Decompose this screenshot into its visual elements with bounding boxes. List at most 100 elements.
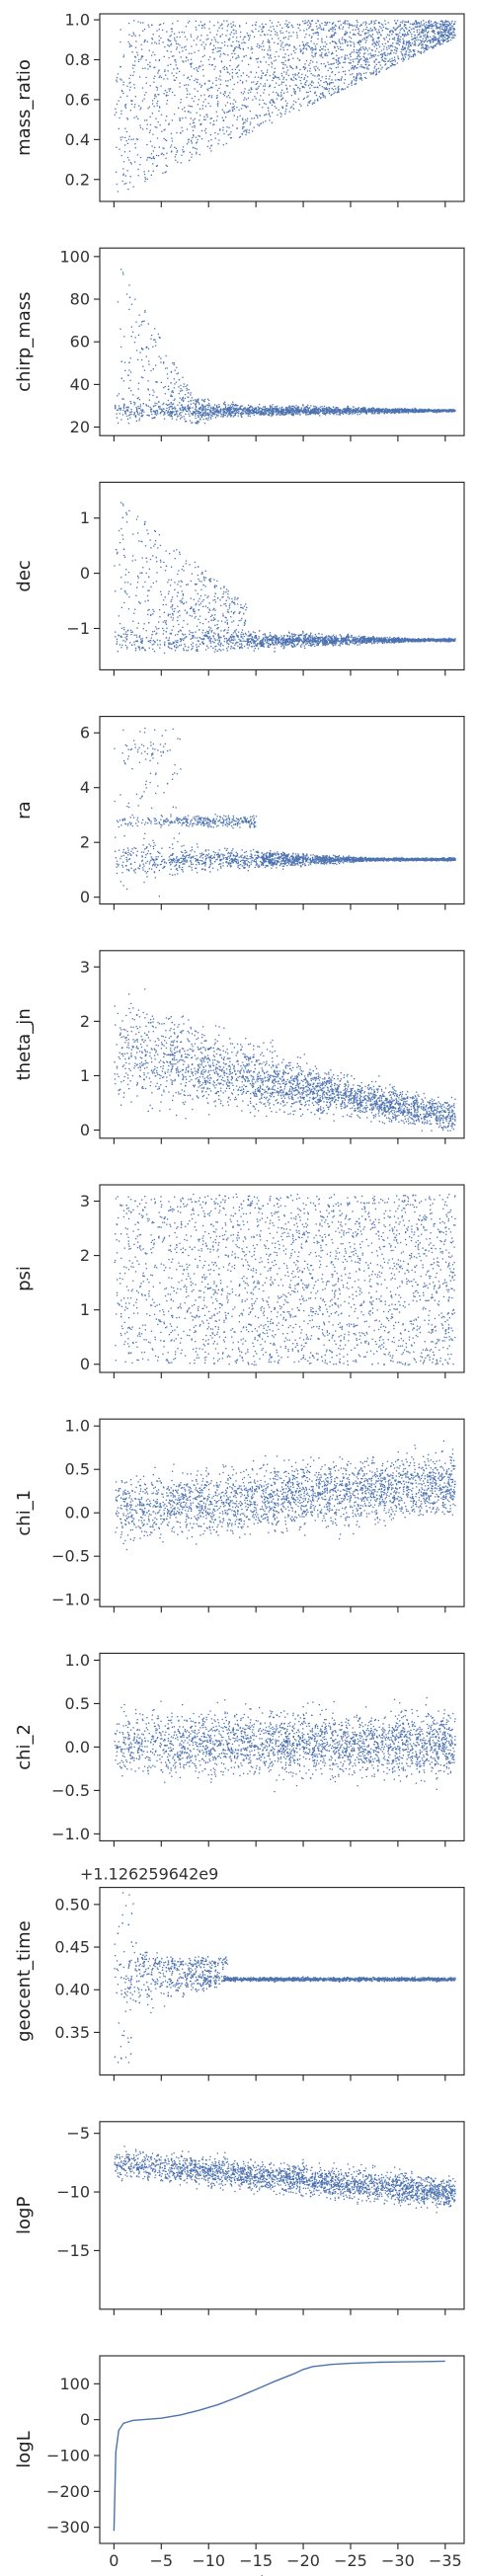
x-tick-label: −25 bbox=[334, 2551, 367, 2570]
panel-ra: 0 2 4 6 ra bbox=[14, 716, 465, 910]
series-mass_ratio bbox=[114, 20, 456, 193]
y-axis-label: logL bbox=[14, 2431, 35, 2467]
plot-frame bbox=[99, 1887, 465, 2076]
y-tick-label: 2 bbox=[80, 1012, 90, 1031]
y-tick-label: −1.0 bbox=[51, 1825, 90, 1843]
y-tick-label: 3 bbox=[80, 1192, 90, 1210]
plot-frame bbox=[99, 716, 465, 905]
series-chirp_mass bbox=[115, 269, 456, 425]
y-tick-label: 6 bbox=[80, 724, 90, 742]
x-tick-label: −5 bbox=[150, 2551, 174, 2570]
x-tick-label: −30 bbox=[381, 2551, 415, 2570]
y-tick-label: −1 bbox=[66, 619, 90, 638]
y-tick-label: 0.6 bbox=[65, 90, 90, 109]
y-tick-label: 1 bbox=[80, 1066, 90, 1085]
plot-frame bbox=[99, 481, 465, 670]
y-tick-label: 0 bbox=[80, 888, 90, 906]
panel-geocent_time: 0.35 0.40 0.45 0.50 geocent_time +1.126259642… bbox=[14, 1865, 465, 2081]
y-tick-label: 0 bbox=[80, 1121, 90, 1139]
y-tick-label: −300 bbox=[46, 2518, 90, 2537]
y-tick-label: 0.45 bbox=[54, 1938, 90, 1957]
plot-frame bbox=[99, 1418, 465, 1607]
y-tick-label: 0.5 bbox=[65, 1694, 90, 1713]
panel-psi: 0 1 2 3 psi bbox=[14, 1184, 465, 1378]
y-tick-label: 2 bbox=[80, 833, 90, 852]
y-tick-label: −0.5 bbox=[51, 1547, 90, 1566]
y-tick-label: 100 bbox=[59, 247, 90, 266]
y-axis-label: theta_jn bbox=[14, 1008, 35, 1080]
y-tick-label: −100 bbox=[46, 2446, 90, 2464]
x-tick-label: −35 bbox=[429, 2551, 462, 2570]
series-logP bbox=[114, 2146, 456, 2214]
series-chi_2 bbox=[114, 1696, 456, 1793]
panel-theta_jn: 0 1 2 3 theta_jn bbox=[14, 950, 465, 1144]
panel-chi_1: −1.0 −0.5 0.0 0.5 1.0 chi_1 bbox=[14, 1417, 465, 1613]
y-tick-label: 0.40 bbox=[54, 1981, 90, 1999]
y-axis-label: chirp_mass bbox=[14, 291, 35, 391]
y-tick-label: −10 bbox=[56, 2183, 90, 2202]
series-logL bbox=[113, 2360, 445, 2532]
y-tick-label: 1.0 bbox=[65, 11, 90, 30]
y-tick-label: −0.5 bbox=[51, 1781, 90, 1800]
y-axis-label: ra bbox=[14, 801, 35, 819]
y-axis-label: chi_2 bbox=[14, 1724, 35, 1770]
y-tick-label: −200 bbox=[46, 2482, 90, 2501]
series-geocent_time bbox=[114, 1892, 456, 2064]
y-tick-label: 0.8 bbox=[65, 50, 90, 69]
plot-frame bbox=[99, 13, 465, 202]
y-tick-label: 0.0 bbox=[65, 1738, 90, 1756]
y-tick-label: −5 bbox=[66, 2124, 90, 2143]
plot-frame bbox=[99, 950, 465, 1139]
panel-logP: −15 −10 −5 logP bbox=[14, 2121, 465, 2315]
y-tick-label: −15 bbox=[56, 2241, 90, 2260]
y-tick-label: 80 bbox=[70, 290, 90, 309]
y-tick-label: 4 bbox=[80, 778, 90, 797]
series-theta_jn bbox=[114, 988, 456, 1132]
y-tick-label: −1.0 bbox=[51, 1591, 90, 1609]
y-tick-label: 20 bbox=[70, 418, 90, 436]
y-axis-label: chi_1 bbox=[14, 1490, 35, 1536]
y-tick-label: 0.4 bbox=[65, 130, 90, 149]
y-tick-label: 1.0 bbox=[65, 1417, 90, 1436]
panel-chi_2: −1.0 −0.5 0.0 0.5 1.0 chi_2 bbox=[14, 1651, 465, 1847]
y-tick-label: 1 bbox=[80, 1300, 90, 1319]
y-tick-label: 100 bbox=[59, 2375, 90, 2393]
y-tick-label: 60 bbox=[70, 333, 90, 351]
y-tick-label: 0.50 bbox=[54, 1895, 90, 1913]
y-tick-label: 0.0 bbox=[65, 1504, 90, 1522]
x-tick-label: −10 bbox=[192, 2551, 225, 2570]
y-tick-label: 3 bbox=[80, 958, 90, 976]
line-logL bbox=[113, 2360, 445, 2532]
series-dec bbox=[114, 502, 456, 654]
panel-mass_ratio: 0.2 0.4 0.6 0.8 1.0 mass_ratio bbox=[14, 11, 465, 207]
x-tick-label: 0 bbox=[109, 2551, 119, 2570]
x-tick-label: −15 bbox=[239, 2551, 273, 2570]
panel-logL: −300 −200 −100 0 100 0 −5 −10 −15 −20 −25 −30 −35 log… bbox=[14, 2355, 465, 2576]
series-ra bbox=[114, 727, 456, 898]
x-tick-label: −20 bbox=[286, 2551, 320, 2570]
y-axis-label: geocent_time bbox=[14, 1920, 35, 2042]
series-chi_1 bbox=[115, 1440, 456, 1551]
plot-frame bbox=[99, 1184, 465, 1373]
y-axis-label: dec bbox=[14, 560, 35, 591]
y-axis-label: logP bbox=[14, 2197, 35, 2234]
y-offset-text: +1.126259642e9 bbox=[80, 1865, 218, 1884]
x-axis-label: log X bbox=[260, 2573, 305, 2576]
panel-dec: −1 0 1 dec bbox=[14, 481, 465, 676]
y-tick-label: 2 bbox=[80, 1246, 90, 1265]
y-tick-label: 0.35 bbox=[54, 2023, 90, 2042]
y-tick-label: 0 bbox=[80, 2410, 90, 2429]
y-tick-label: 0.5 bbox=[65, 1460, 90, 1479]
y-tick-label: 0 bbox=[80, 1355, 90, 1373]
y-axis-label: psi bbox=[14, 1266, 35, 1291]
y-tick-label: 40 bbox=[70, 375, 90, 394]
y-tick-label: 1.0 bbox=[65, 1651, 90, 1670]
y-tick-label: 0.2 bbox=[65, 170, 90, 189]
plot-frame bbox=[99, 2355, 465, 2544]
y-axis-label: mass_ratio bbox=[14, 59, 35, 156]
plot-frame bbox=[99, 2121, 465, 2310]
y-tick-label: 1 bbox=[80, 508, 90, 527]
series-psi bbox=[114, 1193, 456, 1366]
panel-chirp_mass: 20 40 60 80 100 chirp_mass bbox=[14, 247, 465, 442]
